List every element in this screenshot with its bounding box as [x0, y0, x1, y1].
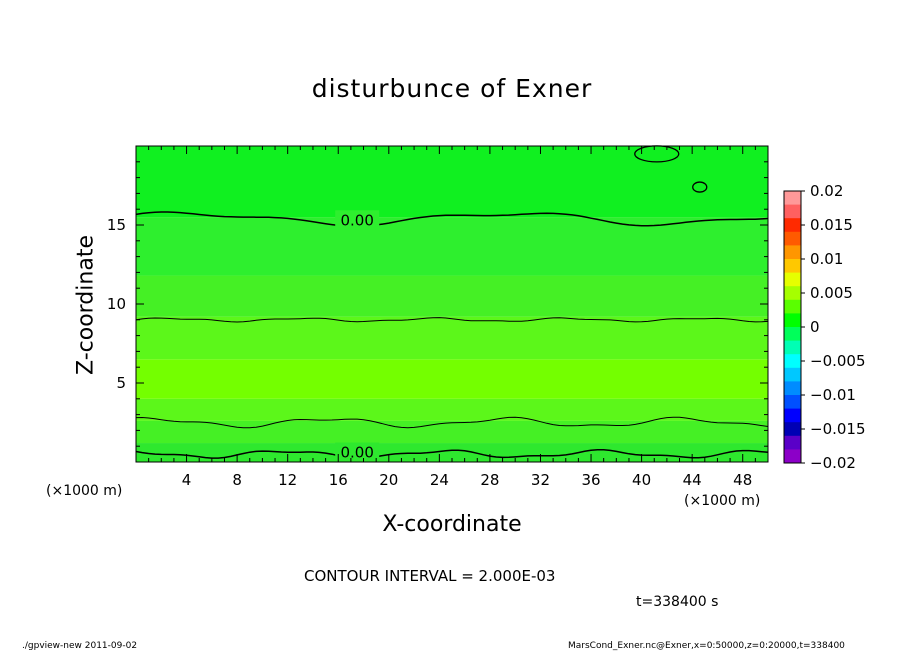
footer-left-text: ./gpview-new 2011-09-02: [22, 641, 138, 651]
chart-title: disturbunce of Exner: [311, 74, 593, 103]
colorbar-segment-0: [784, 191, 801, 206]
footer-right-text: MarsCond_Exner.nc@Exner,x=0:50000,z=0:20…: [568, 641, 845, 651]
field-band-0: [136, 443, 768, 462]
field-band-5: [136, 275, 768, 317]
field-bands: [136, 146, 768, 462]
x-unit-label-right: (×1000 m): [684, 493, 761, 509]
y-tick-label-10: 10: [107, 295, 126, 313]
colorbar-segment-15: [784, 395, 801, 410]
colorbar-segment-4: [784, 245, 801, 260]
x-unit-label-left: (×1000 m): [46, 483, 123, 499]
colorbar-segment-18: [784, 435, 801, 450]
contour-interval-text: CONTOUR INTERVAL = 2.000E-03: [304, 567, 556, 585]
contour-line-upper-zero: [135, 211, 769, 228]
colorbar-segment-6: [784, 272, 801, 287]
colorbar-segment-19: [784, 449, 801, 464]
contour-line-lower-zero: [135, 448, 769, 460]
field-band-4: [136, 316, 768, 360]
x-tick-label-12: 12: [278, 471, 297, 489]
colorbar-segment-12: [784, 354, 801, 369]
contour-labels: 0.00 0.00: [335, 210, 380, 462]
x-tick-label-16: 16: [329, 471, 348, 489]
colorbar-label-2: 0.01: [810, 250, 843, 268]
colorbar-label-4: 0: [810, 318, 820, 336]
x-tick-label-44: 44: [683, 471, 702, 489]
x-tick-label-32: 32: [531, 471, 550, 489]
colorbar-segment-13: [784, 367, 801, 382]
colorbar-segment-10: [784, 327, 801, 342]
x-axis-label: X-coordinate: [382, 512, 522, 537]
field-band-7: [136, 146, 768, 218]
y-tick-label-15: 15: [107, 216, 126, 234]
y-tick-label-5: 5: [116, 374, 126, 392]
contour-label-bg-1: [335, 442, 380, 461]
x-axis-ticks: 4 8 12 16 20 24 28 32 36 40 44 48: [135, 146, 769, 489]
x-tick-label-24: 24: [430, 471, 449, 489]
x-tick-label-40: 40: [632, 471, 651, 489]
contour-line-mid: [135, 317, 769, 323]
colorbar-segment-8: [784, 299, 801, 314]
colorbar-label-0: 0.02: [810, 182, 843, 200]
x-tick-label-28: 28: [480, 471, 499, 489]
colorbar-segment-17: [784, 422, 801, 437]
colorbar-segment-5: [784, 259, 801, 274]
colorbar-segment-16: [784, 408, 801, 423]
colorbar-label-3: 0.005: [810, 284, 853, 302]
contour-closed-small: [692, 181, 708, 193]
colorbar-label-6: −0.01: [810, 386, 856, 404]
x-tick-label-36: 36: [581, 471, 600, 489]
colorbar-label-8: −0.02: [810, 454, 856, 472]
x-tick-label-4: 4: [182, 471, 192, 489]
field-band-6: [136, 217, 768, 276]
colorbar-segment-14: [784, 381, 801, 396]
field-band-3: [136, 359, 768, 399]
x-tick-label-20: 20: [379, 471, 398, 489]
colorbar-segment-3: [784, 231, 801, 246]
field-band-1: [136, 420, 768, 444]
colorbar: 0.02 0.015 0.01 0.005 0 −0.005 −0.01 −0.015 −0.0…: [783, 182, 866, 472]
contour-label-0: 0.00: [340, 211, 373, 229]
colorbar-segment-9: [784, 313, 801, 328]
colorbar-segment-2: [784, 218, 801, 233]
x-tick-label-8: 8: [232, 471, 242, 489]
contour-label-bg-0: [335, 210, 380, 229]
contour-line-low: [135, 416, 769, 429]
colorbar-segment-1: [784, 204, 801, 219]
colorbar-label-5: −0.005: [810, 352, 866, 370]
field-band-2: [136, 398, 768, 421]
y-axis-ticks: 5 10 15: [107, 145, 768, 463]
time-stamp: t=338400 s: [636, 594, 719, 610]
contour-label-1: 0.00: [340, 444, 373, 462]
colorbar-label-7: −0.015: [810, 420, 866, 438]
colorbar-label-1: 0.015: [810, 216, 853, 234]
colorbar-segment-11: [784, 340, 801, 355]
contour-lines: [135, 145, 769, 460]
colorbar-segment-7: [784, 286, 801, 301]
x-tick-label-48: 48: [733, 471, 752, 489]
